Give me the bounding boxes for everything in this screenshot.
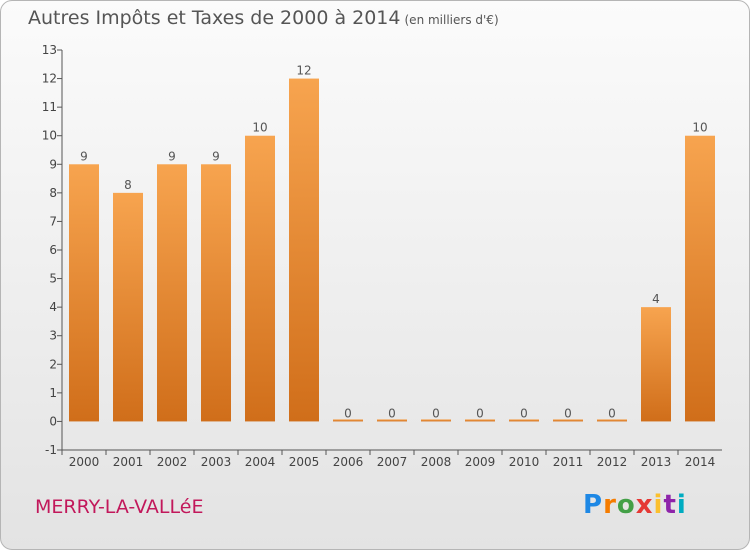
bar (157, 164, 187, 422)
data-label: 4 (652, 292, 660, 306)
y-tick-label: 11 (42, 100, 57, 114)
y-tick-label: 7 (49, 214, 57, 228)
y-tick-label: 2 (49, 357, 57, 371)
y-tick-label: 1 (49, 386, 57, 400)
data-label: 9 (212, 149, 220, 163)
logo-letter: i (676, 490, 687, 520)
bar (113, 192, 143, 422)
x-tick-label: 2001 (113, 455, 144, 469)
data-label: 0 (564, 406, 572, 420)
commune-name: MERRY-LA-VALLéE (35, 496, 204, 518)
logo-letter: r (603, 490, 617, 520)
chart-title: Autres Impôts et Taxes de 2000 à 2014 (en… (28, 7, 499, 29)
x-tick-label: 2006 (333, 455, 364, 469)
bar (685, 135, 715, 422)
x-tick-label: 2009 (465, 455, 496, 469)
logo-letter: o (616, 490, 636, 520)
y-tick-label: 6 (49, 243, 57, 257)
logo-letter: x (635, 490, 654, 520)
bar (333, 419, 363, 422)
x-tick-label: 2008 (421, 455, 452, 469)
logo-letter: i (653, 490, 664, 520)
bar (377, 419, 407, 422)
data-label: 9 (80, 149, 88, 163)
bar (421, 419, 451, 422)
y-tick-label: 8 (49, 186, 57, 200)
data-label: 0 (608, 406, 616, 420)
bar (641, 307, 671, 422)
x-tick-label: 2004 (245, 455, 276, 469)
x-tick-label: 2011 (553, 455, 584, 469)
bar (245, 135, 275, 422)
x-tick-label: 2002 (157, 455, 188, 469)
data-label: 12 (296, 64, 311, 78)
y-tick-label: 5 (49, 272, 57, 286)
x-tick-label: 2000 (69, 455, 100, 469)
bar (69, 164, 99, 422)
y-tick-label: 13 (42, 43, 57, 57)
y-tick-label: 4 (49, 300, 57, 314)
bar (509, 419, 539, 422)
data-label: 0 (520, 406, 528, 420)
data-label: 0 (388, 406, 396, 420)
x-tick-label: 2003 (201, 455, 232, 469)
bar (289, 78, 319, 422)
bar (465, 419, 495, 422)
x-tick-label: 2012 (597, 455, 628, 469)
chart-unit: (en milliers d'€) (404, 13, 499, 27)
x-tick-label: 2007 (377, 455, 408, 469)
bar (597, 419, 627, 422)
data-label: 8 (124, 178, 132, 192)
data-label: 0 (344, 406, 352, 420)
data-label: 0 (476, 406, 484, 420)
logo-letter: P (583, 490, 604, 520)
y-tick-label: 0 (49, 414, 57, 428)
proxiti-logo: Proxiti (583, 490, 687, 520)
data-label: 10 (692, 121, 707, 135)
data-label: 10 (252, 121, 267, 135)
data-label: 0 (432, 406, 440, 420)
x-tick-label: 2005 (289, 455, 320, 469)
y-tick-label: 10 (42, 129, 57, 143)
logo-letter: t (663, 490, 677, 520)
bar (201, 164, 231, 422)
x-tick-label: 2010 (509, 455, 540, 469)
y-tick-label: 3 (49, 329, 57, 343)
x-tick-label: 2013 (641, 455, 672, 469)
chart-title-text: Autres Impôts et Taxes de 2000 à 2014 (28, 7, 401, 29)
y-tick-label: 12 (42, 72, 57, 86)
bar (553, 419, 583, 422)
y-tick-label: 9 (49, 157, 57, 171)
data-label: 9 (168, 149, 176, 163)
y-tick-label: -1 (45, 443, 57, 457)
x-tick-label: 2014 (685, 455, 716, 469)
